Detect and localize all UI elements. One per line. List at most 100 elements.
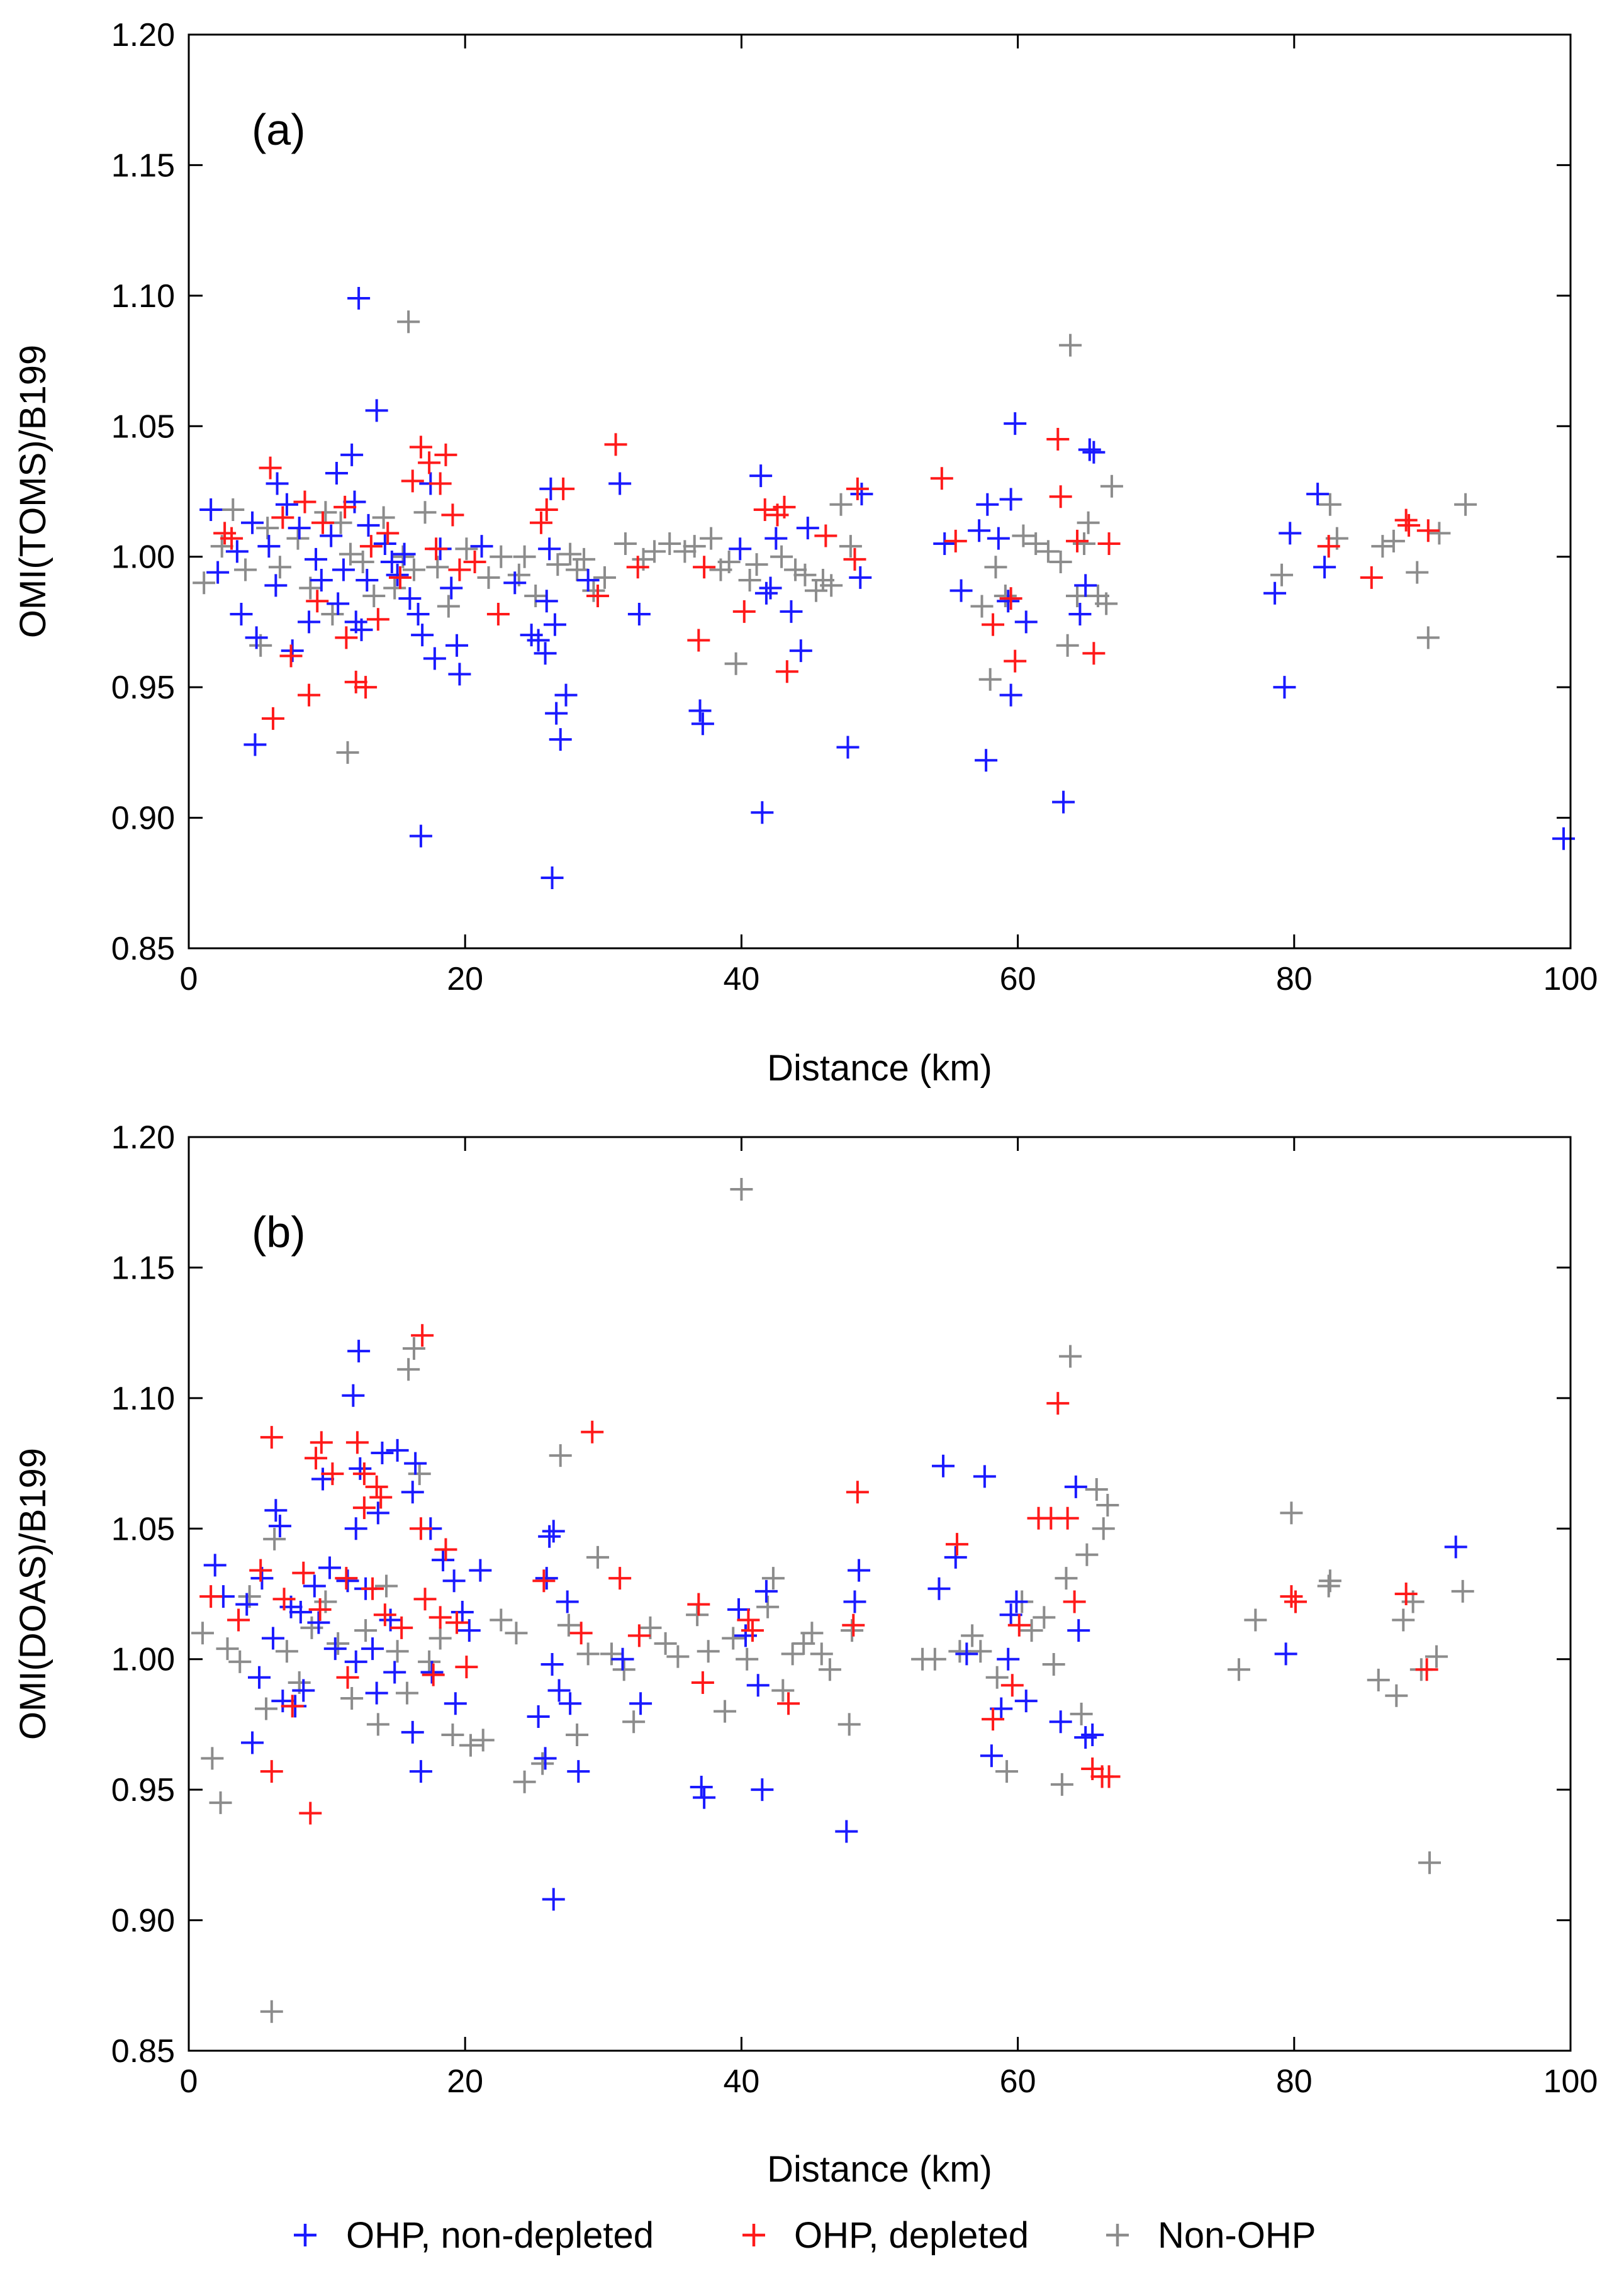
data-point-non-ohp bbox=[686, 1603, 709, 1627]
data-point-ohp-non-depleted bbox=[361, 1637, 384, 1661]
data-point-ohp-depleted bbox=[335, 1567, 358, 1590]
data-point-non-ohp bbox=[1406, 561, 1429, 584]
data-point-ohp-depleted bbox=[693, 556, 716, 579]
data-point-non-ohp bbox=[1056, 634, 1079, 657]
panel-b-x-axis-label: Distance (km) bbox=[767, 2149, 992, 2190]
data-point-ohp-non-depleted bbox=[310, 569, 333, 592]
data-point-non-ohp bbox=[837, 1713, 861, 1736]
panel-a-label: (a) bbox=[252, 105, 306, 154]
data-point-ohp-depleted bbox=[271, 506, 294, 529]
data-point-ohp-non-depleted bbox=[538, 1525, 561, 1548]
data-point-ohp-non-depleted bbox=[976, 493, 999, 516]
data-point-ohp-non-depleted bbox=[420, 1661, 444, 1684]
data-point-non-ohp bbox=[829, 493, 853, 516]
data-point-ohp-non-depleted bbox=[365, 399, 388, 422]
data-point-non-ohp bbox=[582, 579, 605, 602]
data-point-non-ohp bbox=[386, 1640, 409, 1663]
data-point-non-ohp bbox=[286, 527, 310, 550]
data-point-non-ohp bbox=[314, 501, 337, 524]
data-point-ohp-non-depleted bbox=[373, 532, 396, 555]
data-point-ohp-non-depleted bbox=[835, 1820, 858, 1843]
data-point-ohp-depleted bbox=[336, 1666, 359, 1689]
data-point-ohp-depleted bbox=[352, 1496, 376, 1520]
data-point-ohp-non-depleted bbox=[451, 1601, 474, 1624]
data-point-ohp-non-depleted bbox=[727, 1598, 751, 1621]
data-point-ohp-non-depleted bbox=[690, 1775, 713, 1798]
data-point-ohp-non-depleted bbox=[288, 517, 311, 540]
data-point-ohp-non-depleted bbox=[366, 1501, 389, 1525]
data-point-non-ohp bbox=[216, 1637, 239, 1661]
data-point-non-ohp bbox=[477, 566, 500, 589]
data-point-non-ohp bbox=[201, 1747, 224, 1770]
data-point-non-ohp bbox=[1077, 511, 1100, 534]
data-point-ohp-depleted bbox=[1007, 1613, 1031, 1637]
panel-a-y-tick-label: 1.00 bbox=[111, 539, 175, 576]
data-point-non-ohp bbox=[490, 1608, 513, 1632]
data-point-non-ohp bbox=[1049, 551, 1072, 574]
data-point-ohp-non-depleted bbox=[264, 1499, 288, 1522]
data-point-ohp-non-depleted bbox=[540, 1653, 564, 1676]
data-point-ohp-non-depleted bbox=[1274, 1642, 1297, 1666]
data-point-ohp-non-depleted bbox=[357, 513, 380, 537]
data-point-ohp-non-depleted bbox=[356, 569, 379, 592]
data-point-ohp-non-depleted bbox=[1014, 1690, 1038, 1713]
data-point-ohp-non-depleted bbox=[1064, 1475, 1087, 1498]
panel-a-y-axis-label: OMI(TOMS)/B199 bbox=[13, 345, 53, 638]
data-point-non-ohp bbox=[1059, 1345, 1082, 1368]
data-point-ohp-non-depleted bbox=[576, 569, 600, 592]
data-point-ohp-depleted bbox=[310, 1431, 333, 1454]
panel-a-x-tick-label: 0 bbox=[180, 961, 198, 997]
data-point-ohp-depleted bbox=[261, 707, 284, 730]
data-point-non-ohp bbox=[524, 584, 547, 607]
data-point-ohp-non-depleted bbox=[1444, 1535, 1467, 1559]
panel-b-y-axis-label: OMI(DOAS)/B199 bbox=[13, 1448, 53, 1740]
data-point-non-ohp bbox=[1270, 563, 1294, 586]
data-point-non-ohp bbox=[459, 1734, 482, 1757]
data-point-non-ohp bbox=[683, 535, 706, 558]
data-point-non-ohp bbox=[1020, 1619, 1043, 1642]
data-point-non-ohp bbox=[1318, 493, 1341, 516]
data-point-ohp-non-depleted bbox=[448, 663, 471, 686]
data-point-ohp-non-depleted bbox=[691, 712, 714, 736]
data-point-ohp-depleted bbox=[418, 451, 441, 474]
data-point-ohp-non-depleted bbox=[244, 733, 267, 756]
data-point-ohp-non-depleted bbox=[241, 511, 264, 534]
data-point-non-ohp bbox=[1036, 540, 1060, 563]
data-point-ohp-depleted bbox=[260, 1426, 283, 1449]
data-point-non-ohp bbox=[1451, 1579, 1474, 1603]
data-point-ohp-non-depleted bbox=[406, 602, 430, 625]
data-point-ohp-depleted bbox=[199, 1585, 223, 1608]
data-point-ohp-depleted bbox=[272, 1588, 296, 1611]
panel-b-data-points bbox=[191, 1177, 1474, 2023]
data-point-non-ohp bbox=[566, 1724, 589, 1747]
data-point-ohp-non-depleted bbox=[347, 287, 371, 310]
data-point-non-ohp bbox=[1085, 1478, 1108, 1501]
data-point-ohp-non-depleted bbox=[235, 1593, 259, 1616]
panel-a-y-tick-label: 0.90 bbox=[111, 800, 175, 837]
data-point-non-ohp bbox=[408, 1462, 431, 1486]
legend-marker-non-ohp bbox=[1106, 2224, 1129, 2246]
data-point-ohp-depleted bbox=[428, 1606, 452, 1629]
legend-label-ohp-depleted: OHP, depleted bbox=[794, 2215, 1029, 2256]
data-point-non-ohp bbox=[1392, 1608, 1415, 1632]
data-point-non-ohp bbox=[1317, 1574, 1340, 1598]
data-point-ohp-depleted bbox=[409, 435, 432, 459]
data-point-ohp-non-depleted bbox=[789, 639, 812, 663]
data-point-ohp-depleted bbox=[1063, 1590, 1086, 1613]
data-point-ohp-non-depleted bbox=[848, 1559, 871, 1582]
panel-b-y-tick-label: 0.85 bbox=[111, 2033, 175, 2070]
legend-item-ohp-depleted: OHP, depleted bbox=[742, 2215, 1029, 2256]
data-point-ohp-depleted bbox=[306, 590, 329, 613]
data-point-non-ohp bbox=[549, 1444, 572, 1467]
data-point-ohp-non-depleted bbox=[693, 1786, 716, 1809]
data-point-ohp-non-depleted bbox=[796, 517, 819, 540]
data-point-ohp-non-depleted bbox=[268, 1515, 291, 1538]
data-point-non-ohp bbox=[234, 558, 257, 581]
data-point-ohp-non-depleted bbox=[1004, 412, 1027, 435]
data-point-ohp-non-depleted bbox=[1081, 1724, 1104, 1747]
data-point-ohp-depleted bbox=[1284, 1590, 1307, 1613]
data-point-ohp-non-depleted bbox=[307, 1611, 330, 1634]
data-point-non-ohp bbox=[1024, 532, 1048, 555]
data-point-ohp-non-depleted bbox=[999, 683, 1022, 707]
data-point-ohp-depleted bbox=[846, 477, 869, 500]
